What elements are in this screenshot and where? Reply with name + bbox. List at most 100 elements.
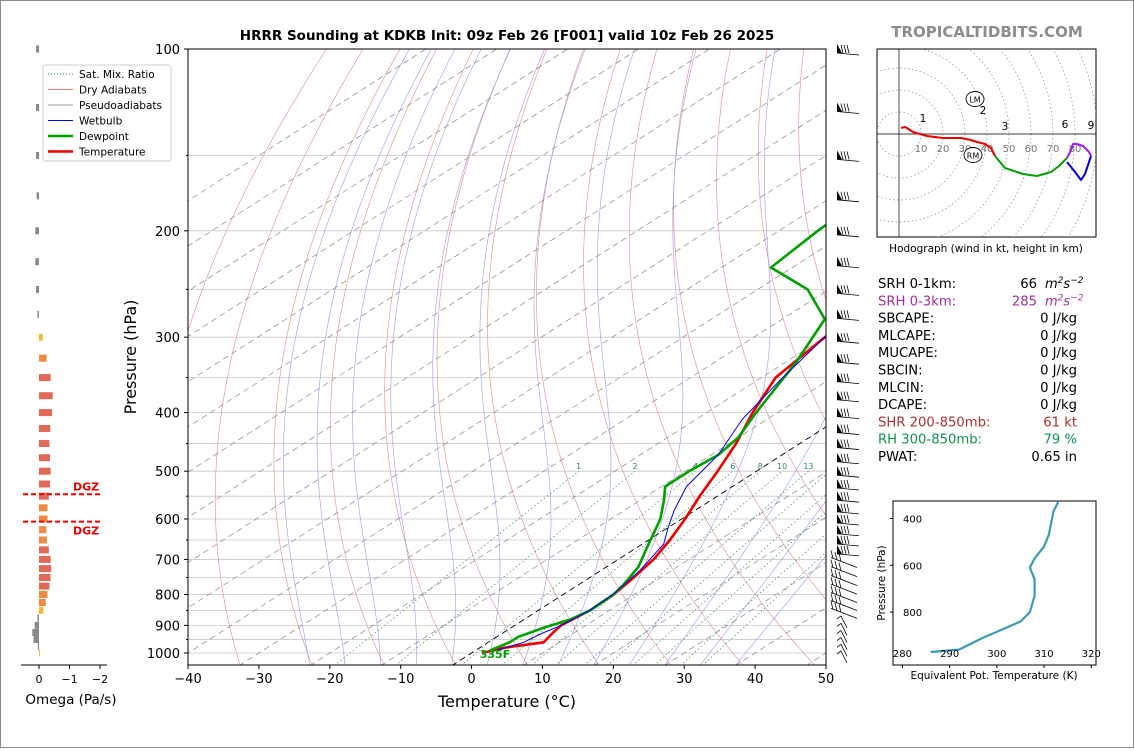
- wind-barb: [836, 284, 860, 296]
- barb-staff: [830, 592, 858, 603]
- dry-adiabat: [214, 49, 364, 665]
- mixing-ratio-label: 16: [825, 462, 835, 471]
- wind-barb: [836, 615, 848, 629]
- mixing-ratio-label: 2: [632, 462, 637, 471]
- barb-staff: [836, 487, 860, 491]
- isotherm-line: [188, 49, 639, 337]
- barb-staff: [836, 511, 860, 515]
- theta-e-y-label: Pressure (hPa): [876, 545, 888, 620]
- mixing-ratio-line: [334, 470, 579, 665]
- barb-staff: [830, 600, 858, 611]
- barb-staff: [836, 447, 860, 450]
- omega-x-tick-label: −1: [61, 673, 77, 686]
- barb-feather: [846, 503, 850, 512]
- barb-feather: [846, 408, 850, 417]
- theta-e-x-tick-label: 290: [940, 649, 959, 660]
- omega-bar: [37, 310, 39, 318]
- theta-e-y-tick-label: 400: [903, 514, 922, 525]
- omega-bar: [39, 546, 49, 554]
- skewt-axes: −40 −30 −20 −10 0 10 20 30 40 50 100 200 300 400 500 60…: [147, 43, 834, 687]
- skewt-plot: 1 2 4 6 8 10 13 16 20 24 30 36 −40 −30 −20 −10 0 10 20 30 4…: [42, 43, 877, 711]
- omega-bar: [39, 492, 49, 500]
- theta-e-plot: 280 290 300 310 320 400 600 800 Equivalent Pot.…: [876, 500, 1101, 682]
- wind-barb: [836, 650, 848, 664]
- omega-bar: [39, 467, 51, 475]
- legend-label: Dewpoint: [79, 131, 129, 143]
- omega-plot: DGZ DGZ 0 −1 −2 Omega (Pa/s): [21, 45, 117, 708]
- barb-staff: [836, 399, 860, 403]
- barb-staff: [836, 317, 860, 321]
- x-tick-label: 50: [818, 672, 835, 687]
- barb-staff: [840, 650, 848, 664]
- mixing-ratio-label: 24: [867, 462, 877, 471]
- barb-feather: [843, 391, 847, 400]
- barb-feather: [830, 559, 834, 568]
- wind-barb: [830, 568, 858, 586]
- y-tick-label: 200: [155, 225, 180, 240]
- barb-flag: [837, 353, 842, 363]
- wind-barb: [836, 534, 860, 547]
- wind-barb: [836, 225, 860, 238]
- omega-bar: [37, 614, 39, 622]
- index-value: 0 J/kg: [1040, 381, 1077, 396]
- hodograph-trace: [1066, 155, 1092, 181]
- x-tick-label: −40: [174, 672, 201, 687]
- barb-flag: [837, 524, 842, 534]
- omega-bar: [39, 480, 50, 488]
- omega-bar: [39, 454, 50, 462]
- omega-axes: DGZ DGZ 0 −1 −2: [21, 480, 108, 686]
- isotherm-line: [188, 49, 710, 383]
- barb-feather: [846, 191, 850, 200]
- omega-bar: [39, 374, 51, 382]
- omega-bar: [39, 333, 43, 341]
- barb-feather: [840, 535, 844, 545]
- dgz-label: DGZ: [73, 525, 99, 538]
- pseudoadiabat: [664, 415, 826, 665]
- barb-feather: [846, 226, 850, 235]
- theta-e-y-tick-label: 800: [903, 608, 922, 619]
- mixing-ratio-line: [680, 533, 826, 665]
- barb-feather: [843, 545, 847, 554]
- isotherm-line: [188, 245, 826, 654]
- barb-feather: [830, 550, 834, 559]
- dry-adiabat: [673, 49, 826, 600]
- y-tick-label: 100: [155, 43, 180, 58]
- isotherm-line: [522, 471, 826, 665]
- legend-label: Dry Adiabats: [79, 85, 147, 97]
- barb-feather: [843, 424, 847, 433]
- dgz-label: DGZ: [73, 480, 99, 493]
- legend-label: Pseudoadiabats: [79, 100, 162, 112]
- barb-feather: [843, 439, 847, 448]
- omega-bar: [36, 104, 40, 111]
- index-label: SRH 0-1km:: [878, 277, 956, 292]
- y-tick-label: 400: [155, 407, 180, 422]
- omega-bar: [39, 565, 52, 573]
- barb-feather: [843, 103, 847, 112]
- barb-staff: [836, 52, 860, 56]
- pseudoadiabat: [432, 49, 511, 665]
- barb-flag: [837, 372, 842, 382]
- barb-feather: [840, 44, 844, 54]
- barb-feather: [846, 492, 850, 501]
- barb-feather: [836, 637, 842, 641]
- wind-barb: [836, 353, 860, 365]
- wind-barb: [830, 585, 858, 603]
- barb-feather: [838, 562, 842, 571]
- hodograph-ring-label: 60: [1025, 144, 1038, 155]
- barb-staff: [836, 533, 860, 537]
- x-tick-label: 10: [534, 672, 551, 687]
- wind-barb: [836, 491, 860, 503]
- x-tick-label: 40: [747, 672, 764, 687]
- barb-staff: [840, 615, 848, 629]
- barb-feather: [840, 391, 844, 400]
- omega-bar: [39, 504, 48, 512]
- omega-bar: [36, 45, 40, 53]
- barb-flag: [837, 491, 842, 501]
- barb-staff: [830, 566, 858, 578]
- mixing-ratio-line: [501, 470, 734, 665]
- dry-adiabat: [487, 49, 600, 665]
- barb-feather: [840, 373, 844, 382]
- wind-barb: [836, 150, 860, 162]
- isotherm-line: [188, 49, 781, 428]
- legend: Sat. Mix. Ratio Dry Adiabats Pseudoadiabat…: [42, 64, 172, 162]
